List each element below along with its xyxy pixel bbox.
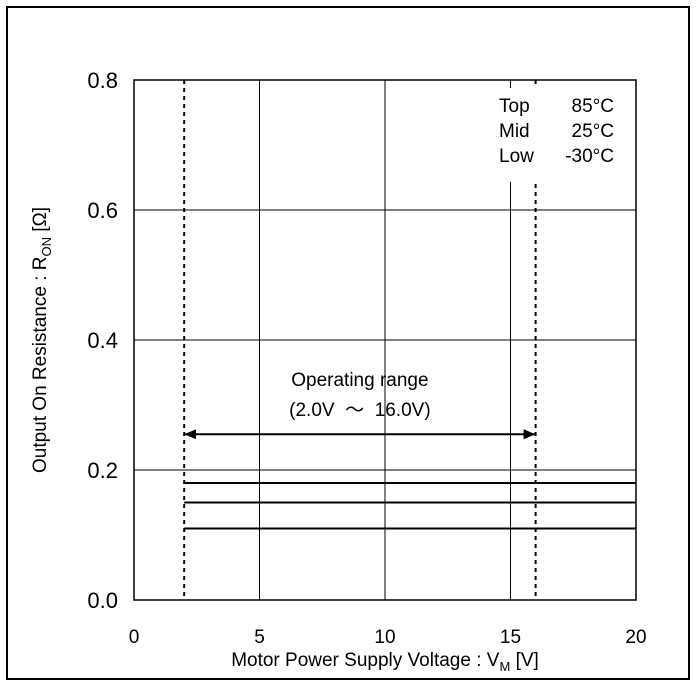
x-tick-label: 15 — [500, 627, 521, 648]
legend-label-top: Top — [499, 96, 530, 117]
chart-frame: 0.0 0.2 0.4 0.6 0.8 0 5 10 15 20 Top 85°C Mid 25… — [6, 6, 690, 680]
y-axis-label-subscript: ON — [39, 237, 54, 257]
legend: Top 85°C Mid 25°C Low -30°C — [494, 88, 628, 182]
x-axis-label-unit: [V] — [510, 650, 539, 671]
x-axis-label-text: Motor Power Supply Voltage : V — [231, 650, 500, 671]
y-tick-label: 0.8 — [87, 68, 118, 93]
series-lines — [184, 482, 636, 530]
legend-value-top: 85°C — [572, 96, 614, 117]
legend-label-low: Low — [499, 146, 534, 167]
x-axis-label-subscript: M — [499, 659, 510, 674]
y-axis-label-text: Output On Resistance : R — [30, 257, 51, 474]
operating-range-annotation: Operating range (2.0V ～ 16.0V) — [184, 370, 536, 440]
x-tick-label: 0 — [129, 627, 140, 648]
x-tick-label: 20 — [625, 627, 646, 648]
annotation-line-2: (2.0V ～ 16.0V) — [289, 400, 431, 421]
x-tick-label: 5 — [254, 627, 265, 648]
operating-range-bounds — [183, 80, 537, 600]
x-tick-label: 10 — [374, 627, 395, 648]
y-tick-label: 0.0 — [87, 588, 118, 613]
y-axis-label: Output On Resistance : RON [Ω] — [30, 207, 54, 473]
legend-value-mid: 25°C — [572, 121, 614, 142]
y-tick-label: 0.2 — [87, 458, 118, 483]
y-tick-label: 0.6 — [87, 198, 118, 223]
y-tick-labels: 0.0 0.2 0.4 0.6 0.8 — [87, 68, 118, 613]
y-axis-label-unit: [Ω] — [30, 207, 51, 237]
legend-label-mid: Mid — [499, 121, 530, 142]
plot-area — [133, 79, 637, 601]
x-axis-label: Motor Power Supply Voltage : VM [V] — [231, 650, 539, 674]
y-tick-label: 0.4 — [87, 328, 118, 353]
legend-value-low: -30°C — [565, 146, 614, 167]
legend-background — [494, 88, 628, 182]
chart-svg: 0.0 0.2 0.4 0.6 0.8 0 5 10 15 20 Top 85°C Mid 25… — [30, 68, 647, 674]
x-tick-labels: 0 5 10 15 20 — [129, 627, 647, 648]
annotation-line-1: Operating range — [291, 370, 428, 391]
